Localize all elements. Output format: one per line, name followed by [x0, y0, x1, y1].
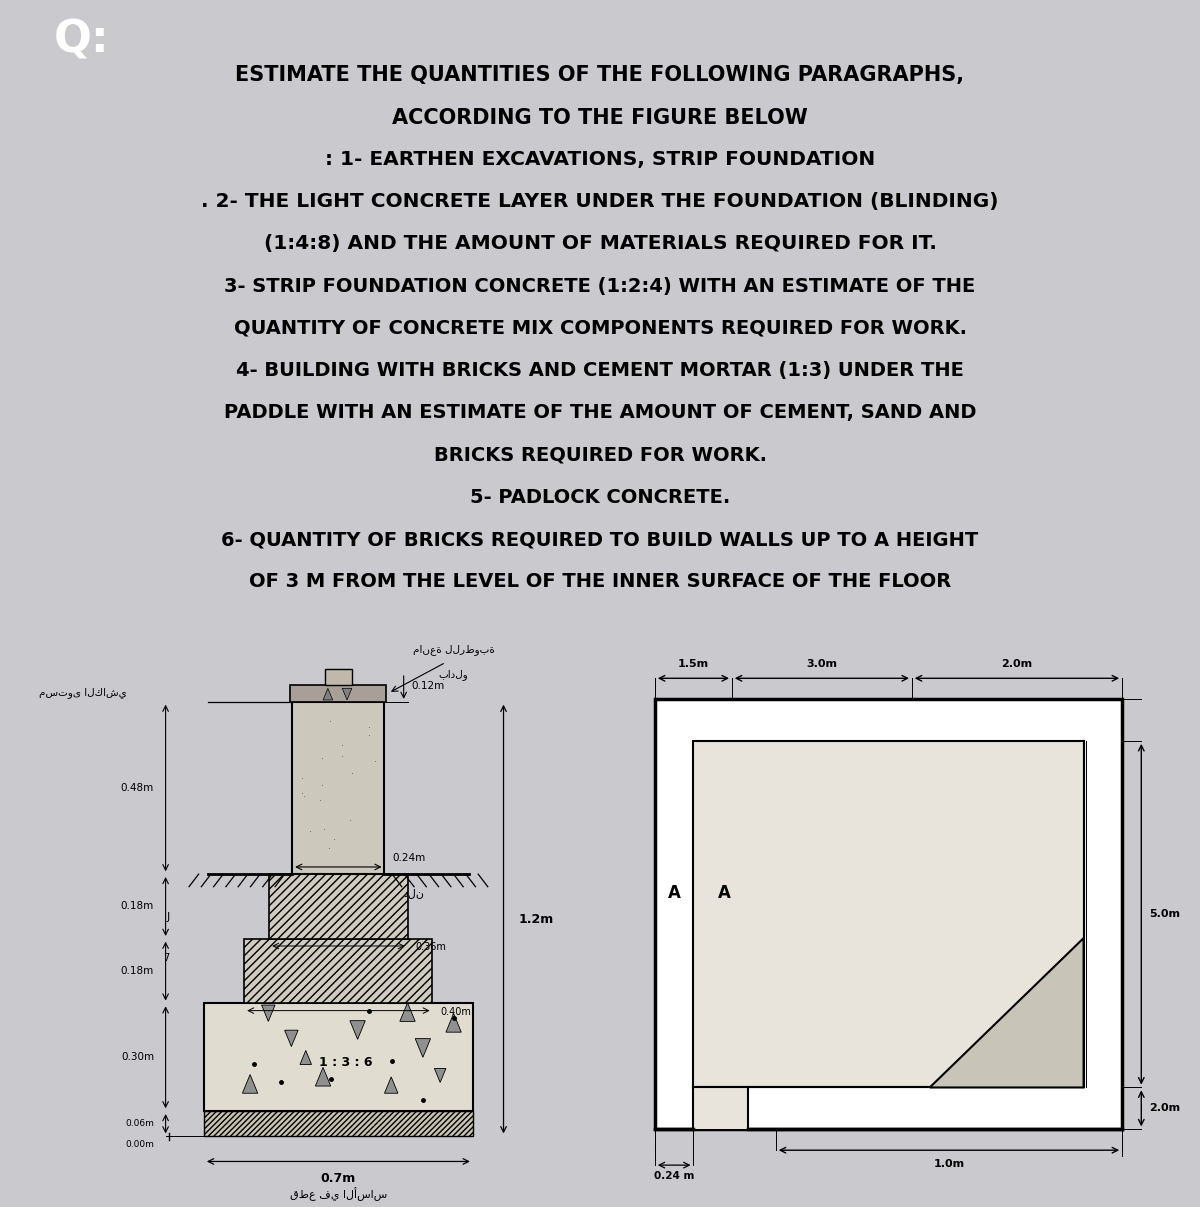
Text: 2.0m: 2.0m: [1150, 1103, 1181, 1113]
Text: 0.18m: 0.18m: [121, 966, 154, 976]
Bar: [204, 1112, 473, 1136]
Text: ESTIMATE THE QUANTITIES OF THE FOLLOWING PARAGRAPHS,: ESTIMATE THE QUANTITIES OF THE FOLLOWING…: [235, 65, 965, 86]
Bar: [694, 1088, 749, 1130]
Text: 1 : 3 : 6: 1 : 3 : 6: [319, 1056, 373, 1069]
Text: 5.0m: 5.0m: [1150, 909, 1181, 920]
Text: (1:4:8) AND THE AMOUNT OF MATERIALS REQUIRED FOR IT.: (1:4:8) AND THE AMOUNT OF MATERIALS REQU…: [264, 234, 936, 253]
Polygon shape: [446, 1014, 461, 1032]
Polygon shape: [300, 1050, 312, 1065]
Text: 7: 7: [163, 954, 169, 963]
Text: ACCORDING TO THE FIGURE BELOW: ACCORDING TO THE FIGURE BELOW: [392, 107, 808, 128]
Text: 1.0m: 1.0m: [934, 1159, 965, 1170]
Polygon shape: [323, 688, 332, 700]
Text: 1.5m: 1.5m: [678, 659, 709, 670]
Text: قطع في الأساس: قطع في الأساس: [289, 1186, 388, 1201]
Bar: [325, 670, 352, 684]
Text: : 1- EARTHEN EXCAVATIONS, STRIP FOUNDATION: : 1- EARTHEN EXCAVATIONS, STRIP FOUNDATI…: [325, 150, 875, 169]
Text: 0.30m: 0.30m: [121, 1053, 154, 1062]
Polygon shape: [434, 1068, 446, 1083]
Text: . 2- THE LIGHT CONCRETE LAYER UNDER THE FOUNDATION (BLINDING): . 2- THE LIGHT CONCRETE LAYER UNDER THE …: [202, 192, 998, 211]
Text: 4- BUILDING WITH BRICKS AND CEMENT MORTAR (1:3) UNDER THE: 4- BUILDING WITH BRICKS AND CEMENT MORTA…: [236, 361, 964, 380]
Polygon shape: [415, 1039, 431, 1057]
Text: 0.48m: 0.48m: [121, 783, 154, 793]
Text: OF 3 M FROM THE LEVEL OF THE INNER SURFACE OF THE FLOOR: OF 3 M FROM THE LEVEL OF THE INNER SURFA…: [248, 572, 952, 591]
Text: مستوى الكاشي: مستوى الكاشي: [38, 687, 127, 698]
Bar: [269, 874, 408, 939]
Text: BRICKS REQUIRED FOR WORK.: BRICKS REQUIRED FOR WORK.: [433, 445, 767, 465]
Text: A: A: [667, 884, 680, 902]
Text: 0.18m: 0.18m: [121, 902, 154, 911]
Text: 2.0m: 2.0m: [1001, 659, 1032, 670]
Text: 0.36m: 0.36m: [415, 943, 446, 952]
Text: 3- STRIP FOUNDATION CONCRETE (1:2:4) WITH AN ESTIMATE OF THE: 3- STRIP FOUNDATION CONCRETE (1:2:4) WIT…: [224, 276, 976, 296]
Text: 0.24m: 0.24m: [392, 853, 426, 863]
Bar: [290, 684, 386, 701]
Text: 0.00m: 0.00m: [125, 1139, 154, 1149]
Polygon shape: [350, 1021, 365, 1039]
Polygon shape: [316, 1067, 331, 1086]
Bar: [655, 699, 1122, 1130]
Text: مانعة للرطوبة: مانعة للرطوبة: [413, 645, 494, 655]
Text: Q:: Q:: [54, 18, 109, 62]
Text: 0.7m: 0.7m: [320, 1172, 356, 1185]
Text: 6- QUANTITY OF BRICKS REQUIRED TO BUILD WALLS UP TO A HEIGHT: 6- QUANTITY OF BRICKS REQUIRED TO BUILD …: [221, 530, 979, 549]
Text: 1.2m: 1.2m: [518, 912, 554, 926]
Text: 0.24 m: 0.24 m: [654, 1171, 695, 1182]
Polygon shape: [284, 1031, 298, 1046]
Bar: [204, 1003, 473, 1112]
Text: J: J: [166, 912, 169, 922]
Polygon shape: [242, 1074, 258, 1094]
Text: QUANTITY OF CONCRETE MIX COMPONENTS REQUIRED FOR WORK.: QUANTITY OF CONCRETE MIX COMPONENTS REQU…: [234, 319, 966, 338]
Text: 3.0m: 3.0m: [806, 659, 838, 670]
Polygon shape: [400, 1003, 415, 1021]
Text: 0.40m: 0.40m: [440, 1007, 472, 1018]
Bar: [293, 701, 384, 874]
Text: 5- PADLOCK CONCRETE.: 5- PADLOCK CONCRETE.: [470, 488, 730, 507]
Text: PADDLE WITH AN ESTIMATE OF THE AMOUNT OF CEMENT, SAND AND: PADDLE WITH AN ESTIMATE OF THE AMOUNT OF…: [223, 403, 977, 422]
Text: 0.06m: 0.06m: [125, 1119, 154, 1129]
Bar: [245, 939, 432, 1003]
Polygon shape: [262, 1005, 275, 1021]
Bar: [694, 741, 1084, 1088]
Text: بادلو: بادلو: [439, 670, 468, 681]
Polygon shape: [384, 1077, 398, 1094]
Text: 0.12m: 0.12m: [412, 681, 445, 690]
Polygon shape: [930, 938, 1084, 1088]
Polygon shape: [342, 688, 352, 700]
Text: A: A: [718, 884, 731, 902]
Text: دلن: دلن: [403, 888, 425, 898]
